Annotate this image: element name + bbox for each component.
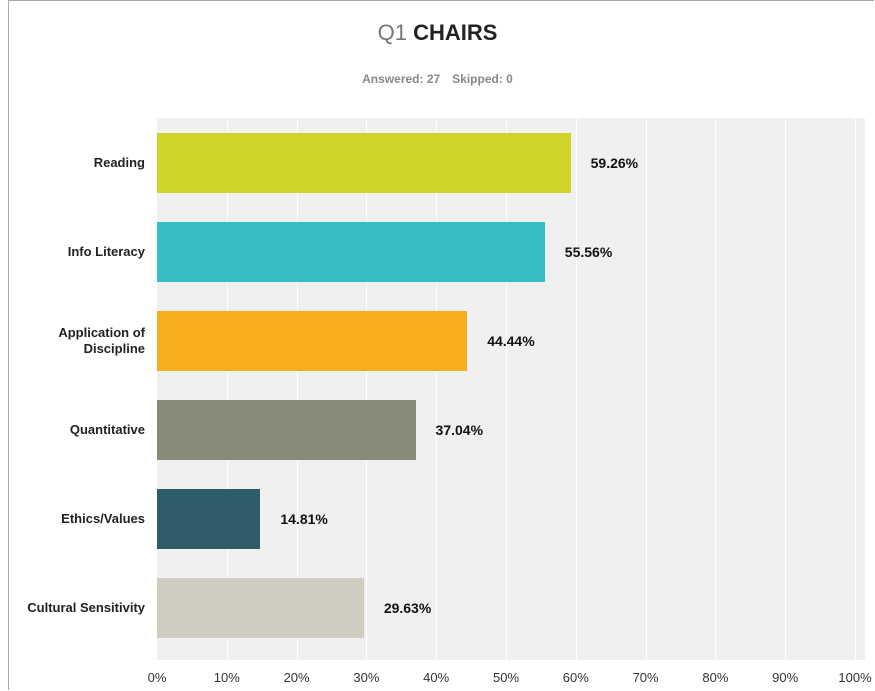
value-label: 14.81% [280, 511, 328, 527]
title: CHAIRS [413, 20, 498, 45]
x-tick-label: 10% [213, 670, 240, 685]
question-number: Q1 [377, 20, 407, 45]
category-label: Ethics/Values [61, 511, 145, 526]
x-tick-label: 40% [423, 670, 450, 685]
bar [157, 222, 545, 282]
x-tick-label: 70% [632, 670, 659, 685]
grid-line [715, 118, 717, 660]
x-tick-label: 50% [492, 670, 520, 685]
value-label: 37.04% [435, 422, 484, 438]
grid-line [575, 118, 577, 660]
subtitle: Answered: 27 Skipped: 0 [0, 72, 875, 86]
x-tick-label: 100% [838, 670, 872, 685]
bar [157, 133, 571, 193]
plot-area [157, 118, 865, 660]
grid-line [506, 118, 507, 660]
x-tick-label: 80% [702, 670, 729, 685]
chart-title: Q1 CHAIRS [0, 20, 875, 46]
grid-line [855, 118, 856, 660]
x-tick-label: 20% [283, 670, 310, 685]
value-label: 59.26% [590, 155, 639, 171]
grid-line [226, 118, 228, 660]
grid-line [785, 118, 787, 660]
x-tick-label: 30% [353, 670, 380, 685]
value-label: 55.56% [564, 244, 613, 260]
grid-line [436, 118, 438, 660]
grid-line [296, 118, 298, 660]
x-tick-label: 0% [147, 670, 167, 685]
category-label: Info Literacy [67, 244, 145, 259]
category-label: Quantitative [69, 422, 145, 437]
category-label: Reading [93, 155, 145, 170]
frame [8, 0, 874, 690]
value-label: 44.44% [487, 333, 535, 349]
answered: Answered: 27 [362, 72, 441, 86]
x-tick-label: 60% [562, 670, 589, 685]
bar [157, 400, 416, 460]
value-label: 29.63% [383, 600, 432, 616]
category-label: Application of Discipline [58, 325, 145, 356]
x-tick-label: 90% [772, 670, 799, 685]
grid-line [645, 118, 647, 660]
category-label: Cultural Sensitivity [27, 600, 145, 615]
skipped: Skipped: 0 [452, 72, 513, 86]
grid-line [366, 118, 368, 660]
bar [157, 578, 364, 638]
bar [157, 489, 261, 549]
bar [157, 311, 468, 371]
